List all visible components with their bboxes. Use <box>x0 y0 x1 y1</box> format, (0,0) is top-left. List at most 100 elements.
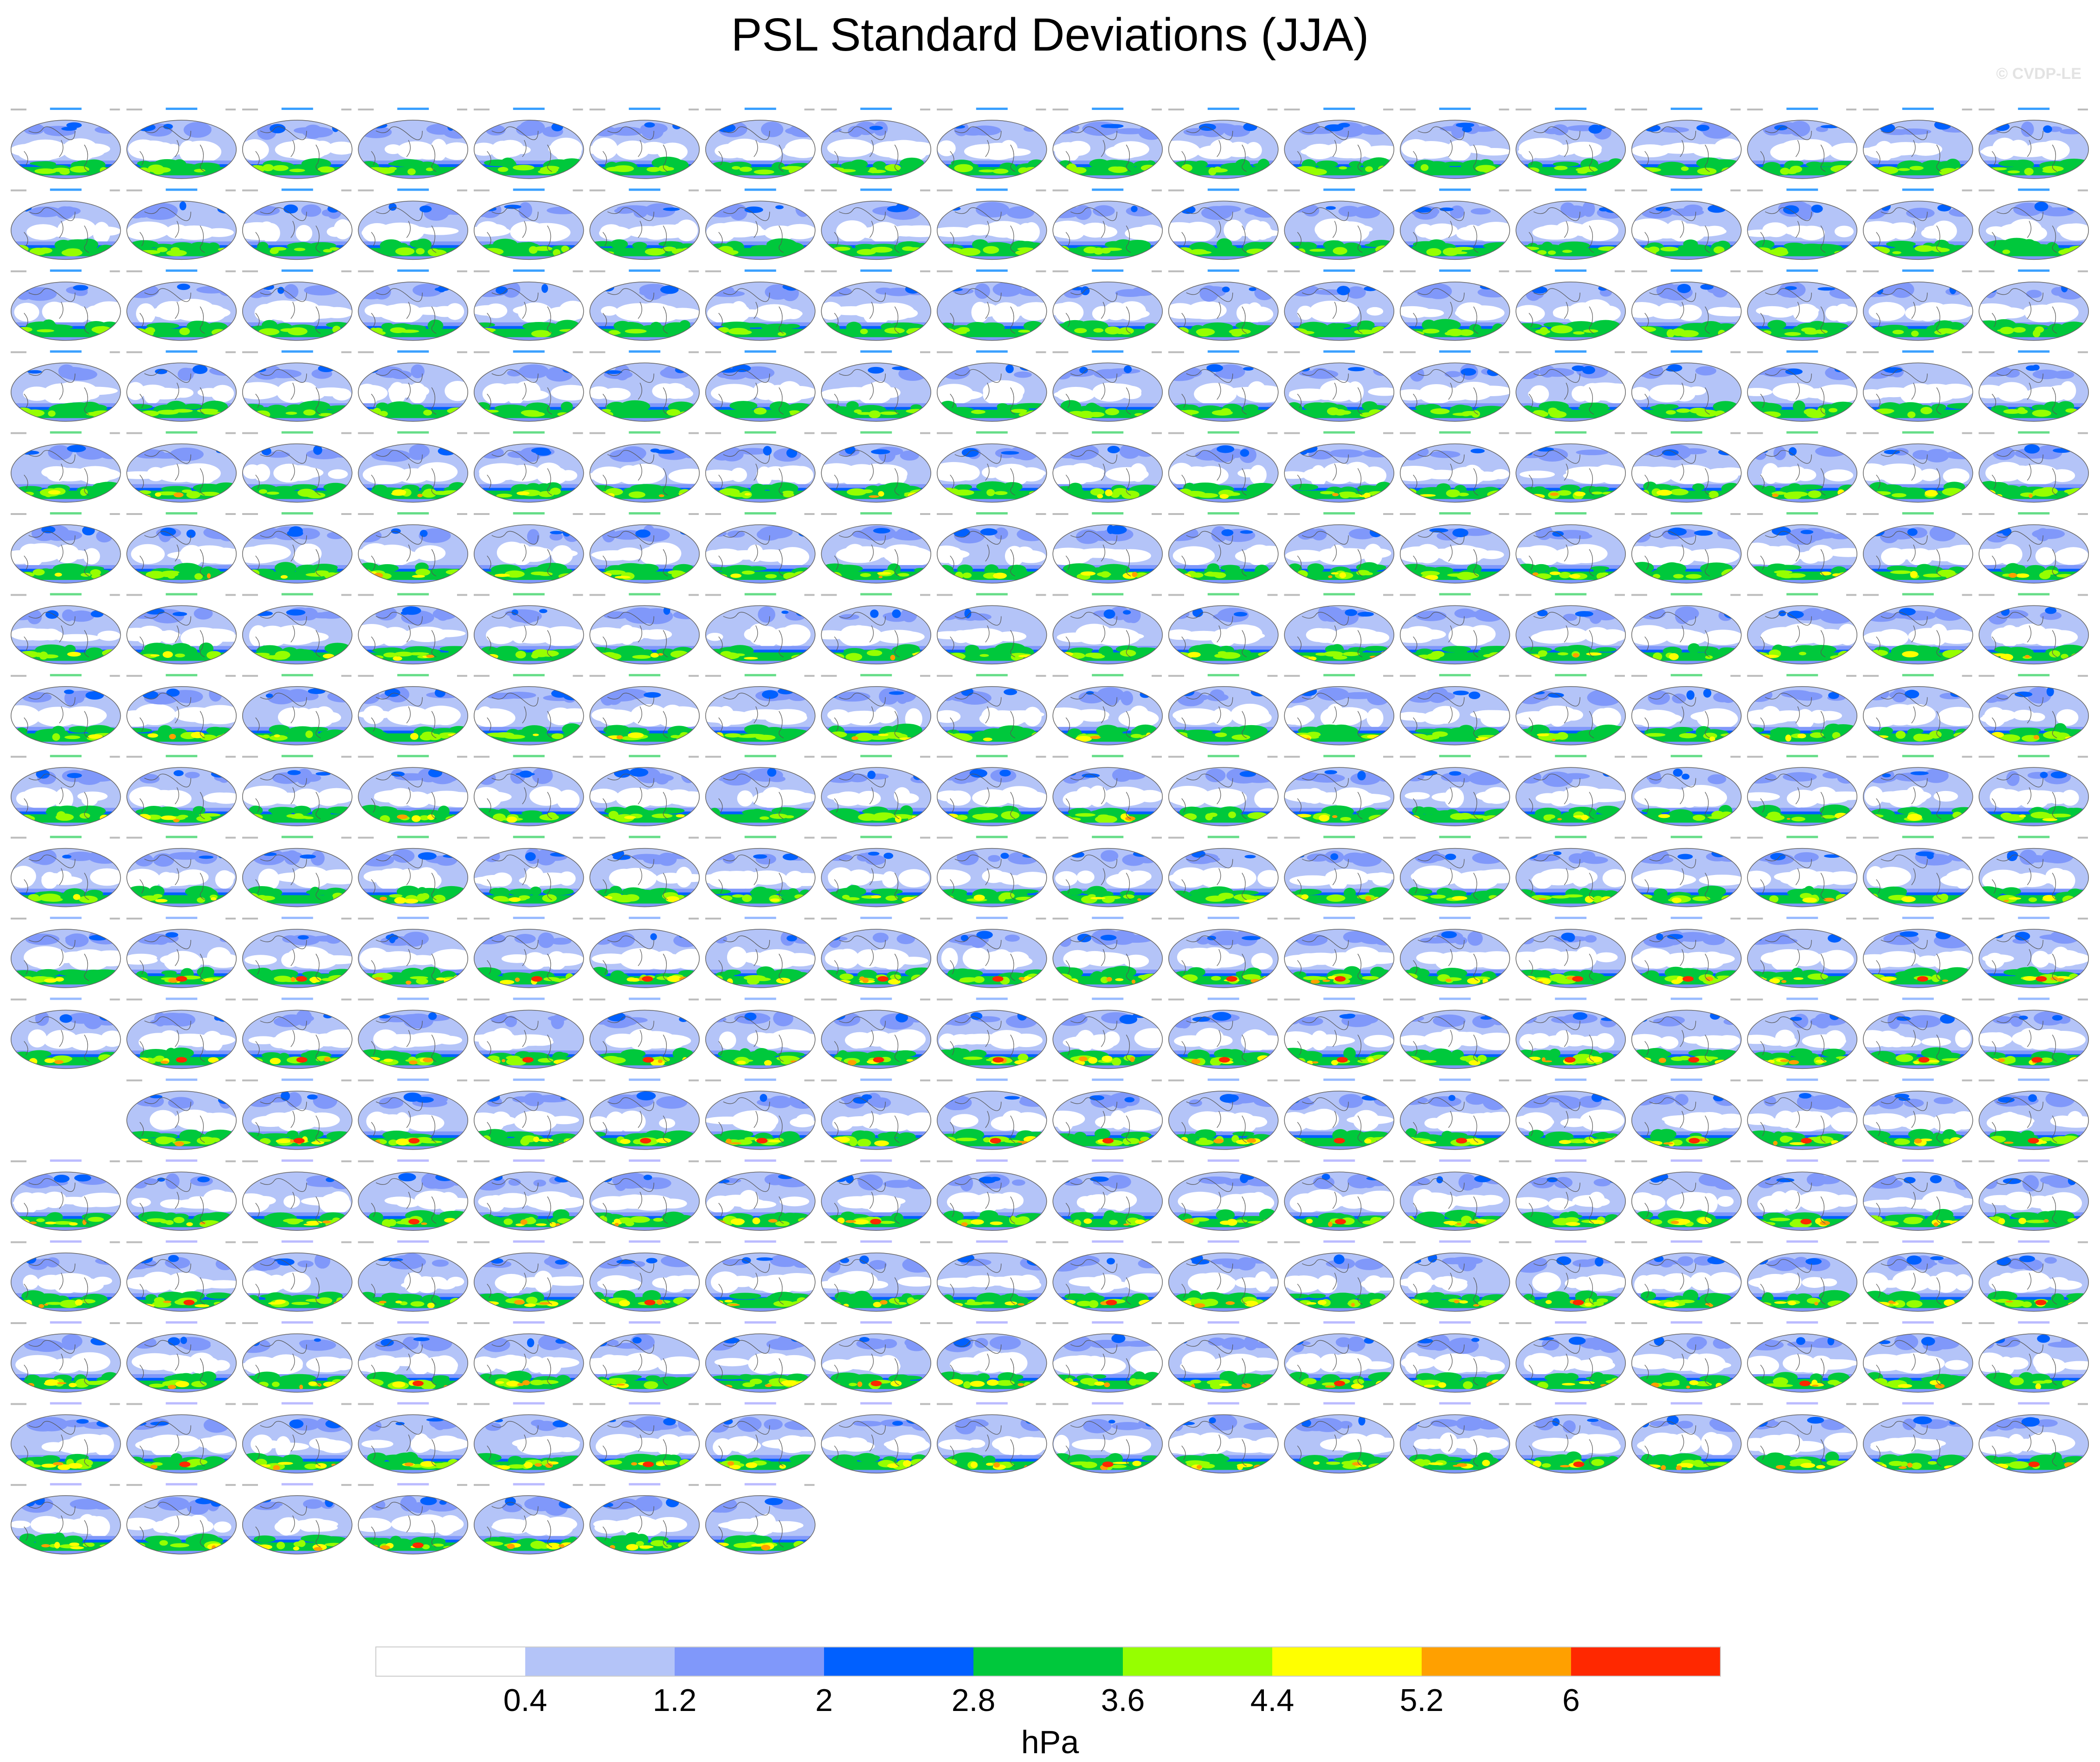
map-panel <box>1863 674 1973 746</box>
colorbar-box <box>376 1647 525 1676</box>
colorbar-box <box>1272 1647 1422 1676</box>
map-panel <box>1863 1240 1973 1312</box>
map-panel <box>1978 917 2089 988</box>
map-panel <box>1631 1159 1742 1231</box>
map-panel <box>1631 512 1742 584</box>
map-panel <box>1284 836 1394 907</box>
map-panel <box>1863 1321 1973 1393</box>
map-panel <box>1052 1078 1163 1150</box>
map-panel <box>1400 593 1510 665</box>
map-panel <box>126 1483 237 1555</box>
map-panel <box>1747 836 1857 907</box>
map-panel <box>1400 512 1510 584</box>
map-panel <box>1400 1078 1510 1150</box>
map-panel <box>1515 1321 1626 1393</box>
map-panel <box>474 674 584 746</box>
colorbar-tick-label: 2 <box>815 1683 833 1718</box>
map-panel <box>358 108 468 179</box>
map-panel <box>821 674 931 746</box>
map-panel <box>1863 108 1973 179</box>
map-panel <box>474 1483 584 1555</box>
map-panel <box>1052 512 1163 584</box>
map-panel <box>474 512 584 584</box>
map-panel <box>1863 836 1973 907</box>
map-panel <box>1747 269 1857 341</box>
map-panel <box>1515 188 1626 260</box>
map-panel <box>937 1402 1047 1474</box>
map-panel <box>11 836 121 907</box>
map-panel <box>1052 997 1163 1069</box>
map-panel <box>358 593 468 665</box>
map-panel <box>1052 1240 1163 1312</box>
map-panel <box>1631 997 1742 1069</box>
map-panel <box>1284 1240 1394 1312</box>
map-panel <box>1747 755 1857 826</box>
map-panel <box>126 1321 237 1393</box>
map-panel <box>474 997 584 1069</box>
map-panel <box>126 512 237 584</box>
map-panel <box>589 512 700 584</box>
map-panel <box>589 1402 700 1474</box>
map-panel <box>242 108 353 179</box>
map-panel <box>11 108 121 179</box>
map-panel <box>937 188 1047 260</box>
map-panel <box>11 593 121 665</box>
map-panel <box>1515 917 1626 988</box>
map-panel <box>1400 431 1510 503</box>
map-panel <box>358 1159 468 1231</box>
colorbar-box <box>1123 1647 1272 1676</box>
map-panel <box>1168 755 1279 826</box>
map-panel <box>1978 674 2089 746</box>
map-panel <box>821 1402 931 1474</box>
map-panel <box>1863 1159 1973 1231</box>
map-panel <box>1284 1402 1394 1474</box>
map-panel <box>589 188 700 260</box>
map-panel <box>1978 593 2089 665</box>
map-panel <box>589 593 700 665</box>
map-panel <box>1747 1240 1857 1312</box>
map-panel <box>1515 269 1626 341</box>
colorbar-tick-label: 2.8 <box>952 1683 996 1718</box>
map-panel <box>1168 997 1279 1069</box>
map-panel <box>1631 917 1742 988</box>
map-panel <box>1168 593 1279 665</box>
map-panel <box>1052 1159 1163 1231</box>
map-panel <box>1168 674 1279 746</box>
map-panel <box>1400 836 1510 907</box>
map-panel <box>242 674 353 746</box>
map-panel <box>1400 755 1510 826</box>
map-panel <box>589 674 700 746</box>
map-panel <box>1747 188 1857 260</box>
map-panel <box>242 1483 353 1555</box>
map-panel <box>1284 512 1394 584</box>
map-panel <box>1978 997 2089 1069</box>
map-panel <box>821 512 931 584</box>
map-panel <box>1863 593 1973 665</box>
map-panel <box>126 917 237 988</box>
map-panel <box>1168 836 1279 907</box>
map-panel <box>1978 512 2089 584</box>
map-panel <box>705 108 816 179</box>
map-panel <box>1400 1159 1510 1231</box>
map-panel <box>1515 997 1626 1069</box>
map-panel <box>358 917 468 988</box>
map-panel <box>937 1159 1047 1231</box>
map-panel <box>1284 1159 1394 1231</box>
map-panel <box>705 1321 816 1393</box>
map-panel <box>358 1483 468 1555</box>
map-panel <box>1168 350 1279 422</box>
map-panel <box>1400 1402 1510 1474</box>
map-panel <box>1747 593 1857 665</box>
map-panel <box>937 917 1047 988</box>
map-panel <box>1863 269 1973 341</box>
map-panel <box>937 431 1047 503</box>
map-panel <box>1978 188 2089 260</box>
map-panel <box>1284 593 1394 665</box>
map-panel <box>1631 350 1742 422</box>
colorbar-box <box>824 1647 973 1676</box>
map-panel <box>1863 1078 1973 1150</box>
map-panel <box>1284 1321 1394 1393</box>
map-panel <box>242 431 353 503</box>
map-panel <box>1863 755 1973 826</box>
map-panel <box>126 755 237 826</box>
